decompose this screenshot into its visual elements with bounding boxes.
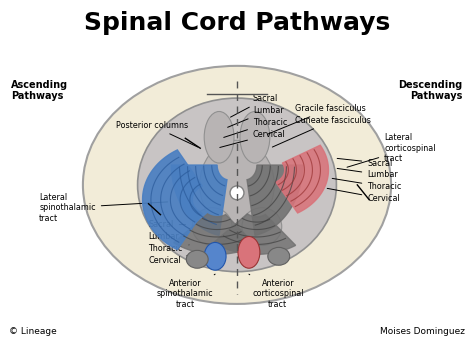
Ellipse shape xyxy=(204,243,226,270)
Text: Lateral
corticospinal
tract: Lateral corticospinal tract xyxy=(347,133,436,167)
Polygon shape xyxy=(173,214,256,254)
Ellipse shape xyxy=(268,247,290,265)
Text: Lumbar: Lumbar xyxy=(228,106,283,127)
Circle shape xyxy=(230,186,244,200)
Ellipse shape xyxy=(186,250,208,268)
Ellipse shape xyxy=(200,140,274,229)
Text: Lumbar: Lumbar xyxy=(337,168,398,179)
Polygon shape xyxy=(247,165,302,235)
Text: Cervical: Cervical xyxy=(148,255,191,265)
Ellipse shape xyxy=(83,66,391,304)
Text: Moises Dominguez: Moises Dominguez xyxy=(380,327,465,336)
Ellipse shape xyxy=(238,236,260,268)
Text: Sacral: Sacral xyxy=(337,158,392,168)
Polygon shape xyxy=(213,214,296,254)
Ellipse shape xyxy=(242,208,282,245)
Text: Thoracic: Thoracic xyxy=(332,178,401,191)
Text: Descending
Pathways: Descending Pathways xyxy=(399,80,463,102)
Text: Lateral
spinothalamic
tract: Lateral spinothalamic tract xyxy=(39,193,168,223)
Text: Anterior
spinothalamic
tract: Anterior spinothalamic tract xyxy=(157,274,215,309)
Text: © Lineage: © Lineage xyxy=(9,327,57,336)
Text: Sacral: Sacral xyxy=(230,94,278,117)
Text: Sacral: Sacral xyxy=(148,220,185,229)
Polygon shape xyxy=(276,145,328,213)
Text: Ascending
Pathways: Ascending Pathways xyxy=(11,80,68,102)
Ellipse shape xyxy=(204,111,234,163)
Ellipse shape xyxy=(137,98,337,272)
Ellipse shape xyxy=(240,111,270,163)
Text: Cuneate fasciculus: Cuneate fasciculus xyxy=(273,116,371,147)
Polygon shape xyxy=(172,165,227,235)
Text: Lumbar: Lumbar xyxy=(148,232,188,241)
Text: Thoracic: Thoracic xyxy=(148,244,190,253)
Text: Thoracic: Thoracic xyxy=(224,118,287,138)
Text: Posterior columns: Posterior columns xyxy=(116,121,198,147)
Text: Anterior
corticospinal
tract: Anterior corticospinal tract xyxy=(249,274,303,309)
Polygon shape xyxy=(143,150,202,250)
Text: Cervical: Cervical xyxy=(327,188,400,203)
Ellipse shape xyxy=(192,208,232,245)
Text: Cervical: Cervical xyxy=(220,130,286,147)
Text: Gracile fasciculus: Gracile fasciculus xyxy=(267,104,365,134)
Text: Spinal Cord Pathways: Spinal Cord Pathways xyxy=(84,11,390,35)
